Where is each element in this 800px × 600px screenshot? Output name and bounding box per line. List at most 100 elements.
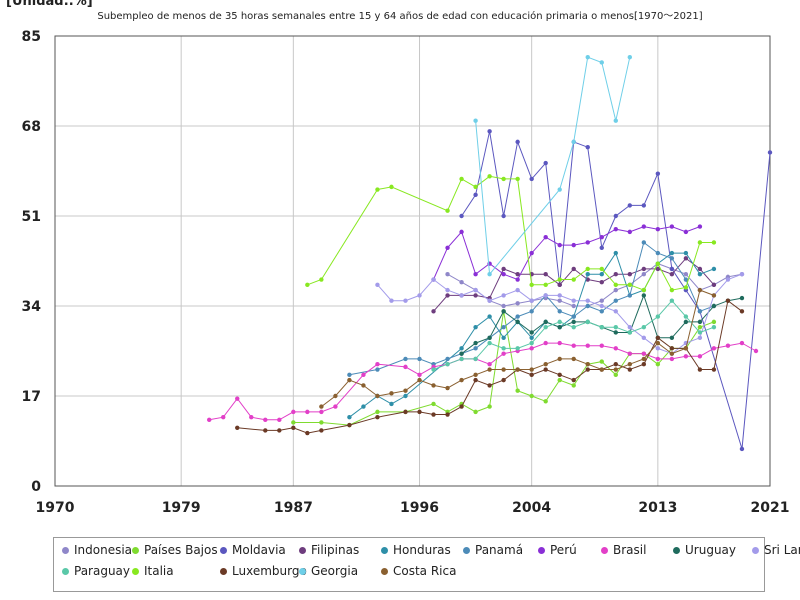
data-point bbox=[473, 340, 478, 346]
data-point bbox=[403, 388, 408, 393]
data-point bbox=[487, 383, 492, 388]
data-point bbox=[319, 404, 324, 409]
data-point bbox=[361, 372, 366, 378]
data-point bbox=[669, 272, 675, 277]
data-point bbox=[655, 356, 661, 362]
data-point bbox=[473, 293, 478, 298]
data-point bbox=[431, 309, 436, 314]
data-point bbox=[655, 362, 661, 367]
data-point bbox=[529, 393, 534, 399]
data-point bbox=[417, 377, 422, 383]
data-point bbox=[641, 266, 647, 272]
data-point bbox=[641, 203, 647, 208]
data-point bbox=[585, 54, 590, 60]
data-point bbox=[543, 272, 548, 277]
data-point bbox=[753, 348, 759, 354]
data-point bbox=[473, 377, 478, 383]
data-point bbox=[683, 256, 689, 261]
legend-label: Brasil bbox=[613, 543, 647, 557]
data-point bbox=[445, 287, 450, 293]
data-point bbox=[459, 351, 464, 356]
data-point bbox=[669, 335, 675, 340]
data-point bbox=[431, 367, 436, 372]
data-point bbox=[375, 414, 380, 420]
data-point bbox=[501, 324, 506, 330]
data-point bbox=[669, 256, 675, 261]
data-point bbox=[613, 118, 618, 123]
legend-label: Paraguay bbox=[74, 564, 131, 578]
data-point bbox=[277, 417, 282, 423]
data-point bbox=[697, 367, 703, 372]
data-point bbox=[557, 377, 562, 383]
data-point bbox=[571, 314, 576, 319]
y-tick-label: 85 bbox=[22, 29, 41, 45]
data-point bbox=[515, 367, 520, 372]
data-point bbox=[333, 393, 338, 399]
data-point bbox=[403, 356, 408, 362]
data-point bbox=[613, 346, 618, 351]
data-point bbox=[599, 367, 604, 372]
data-point bbox=[487, 314, 492, 319]
data-point bbox=[263, 417, 268, 423]
data-point bbox=[543, 160, 548, 166]
data-point bbox=[697, 266, 703, 272]
data-point bbox=[739, 309, 745, 314]
legend-swatch bbox=[601, 546, 608, 554]
x-tick-label: 1970 bbox=[36, 500, 75, 516]
data-point bbox=[725, 277, 731, 282]
plot-area bbox=[55, 36, 770, 486]
data-point bbox=[557, 324, 562, 330]
data-point bbox=[683, 319, 689, 325]
data-point bbox=[235, 425, 240, 430]
data-point bbox=[221, 414, 226, 420]
data-point bbox=[669, 298, 675, 303]
data-point bbox=[613, 372, 618, 378]
legend-item: Italia bbox=[132, 564, 174, 578]
data-point bbox=[501, 351, 506, 356]
data-point bbox=[599, 303, 604, 309]
data-point bbox=[543, 234, 548, 240]
legend-item: Honduras bbox=[381, 543, 451, 557]
data-point bbox=[655, 335, 661, 340]
legend-swatch bbox=[220, 567, 227, 575]
data-point bbox=[347, 377, 352, 383]
data-point bbox=[487, 367, 492, 372]
y-tick-label: 0 bbox=[31, 479, 41, 495]
data-point bbox=[627, 54, 633, 60]
data-point bbox=[599, 298, 604, 303]
data-point bbox=[361, 404, 366, 409]
data-point bbox=[627, 203, 633, 208]
x-tick-label: 2013 bbox=[638, 500, 677, 516]
data-point bbox=[683, 272, 689, 277]
data-point bbox=[543, 340, 548, 346]
data-point bbox=[599, 343, 604, 348]
data-point bbox=[445, 245, 450, 250]
series-line bbox=[209, 342, 757, 421]
data-point bbox=[767, 150, 773, 155]
data-point bbox=[389, 184, 394, 190]
data-point bbox=[473, 184, 478, 190]
data-point bbox=[669, 346, 675, 351]
data-point bbox=[557, 319, 562, 325]
legend-label: Países Bajos bbox=[144, 543, 218, 557]
series-moldavia bbox=[459, 129, 773, 452]
legend-swatch bbox=[673, 546, 680, 554]
data-point bbox=[725, 298, 731, 303]
data-point bbox=[599, 324, 604, 330]
legend-label: Georgia bbox=[311, 564, 359, 578]
data-point bbox=[613, 367, 618, 372]
x-tick-label: 1987 bbox=[274, 500, 313, 516]
data-point bbox=[305, 409, 310, 415]
data-point bbox=[641, 287, 647, 293]
data-point bbox=[683, 346, 689, 351]
data-point bbox=[319, 420, 324, 425]
data-point bbox=[669, 266, 675, 272]
legend-label: Luxemburgo bbox=[232, 564, 307, 578]
legend-label: Indonesia bbox=[74, 543, 133, 557]
data-point bbox=[445, 272, 450, 277]
legend-item: Sri Lanka bbox=[752, 543, 800, 557]
data-point bbox=[473, 372, 478, 378]
data-point bbox=[641, 324, 647, 330]
series-costa-rica bbox=[319, 287, 717, 409]
data-point bbox=[515, 301, 520, 306]
